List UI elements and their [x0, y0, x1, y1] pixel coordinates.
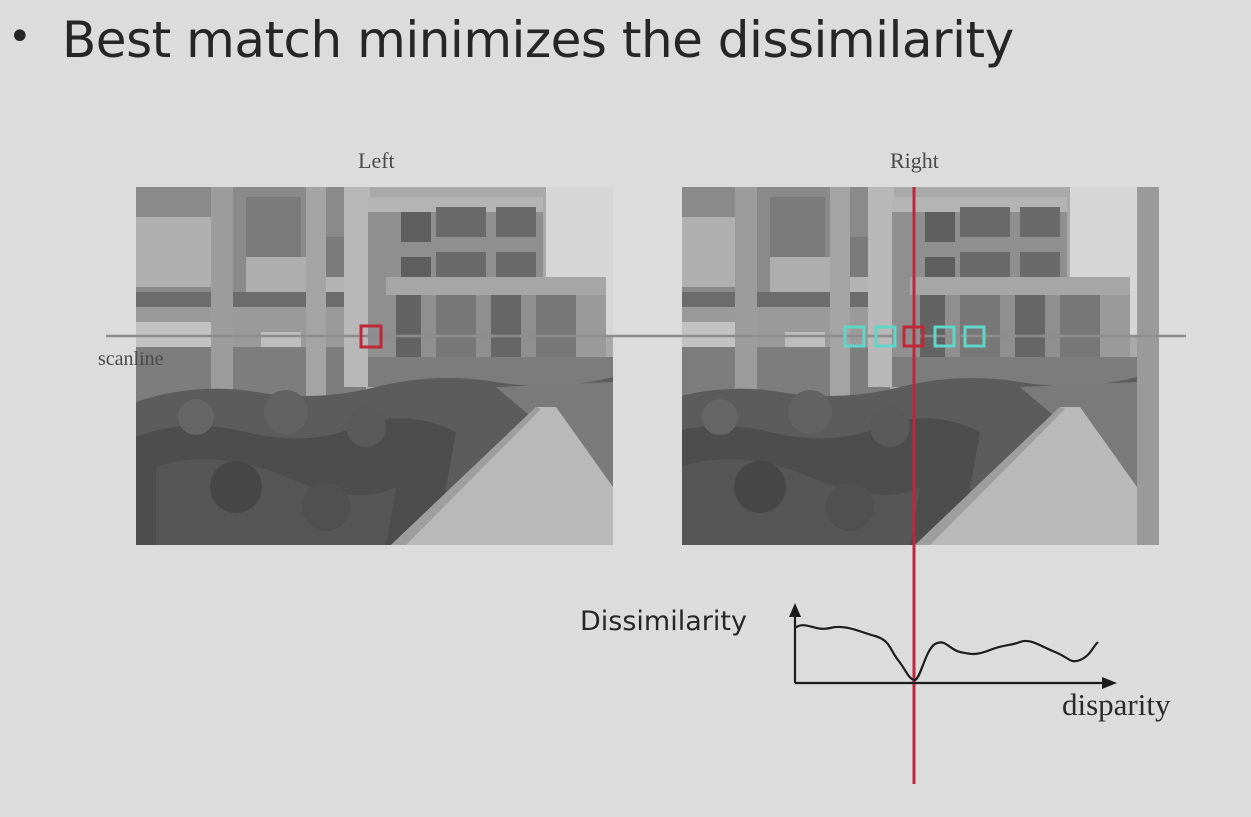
dissimilarity-curve — [794, 624, 1099, 682]
scanline-label: scanline — [98, 348, 164, 370]
candidate-window — [933, 325, 956, 348]
right-image — [682, 187, 1159, 545]
right-image-label: Right — [890, 148, 939, 173]
y-axis-arrow-icon — [789, 603, 801, 617]
candidate-window — [843, 325, 866, 348]
left-image — [136, 187, 613, 545]
disparity-axis-label: disparity — [1062, 687, 1171, 722]
dissimilarity-axis-label: Dissimilarity — [580, 606, 747, 637]
bullet-heading: • Best match minimizes the dissimilarity — [8, 0, 1014, 80]
left-image-label: Left — [358, 148, 395, 173]
x-axis-arrow-icon — [1102, 677, 1117, 689]
reference-window — [359, 324, 383, 349]
candidate-window — [874, 325, 897, 348]
bullet-icon: • — [8, 14, 32, 60]
candidate-window — [963, 325, 986, 348]
slide-bullet-text: Best match minimizes the dissimilarity — [62, 11, 1014, 69]
